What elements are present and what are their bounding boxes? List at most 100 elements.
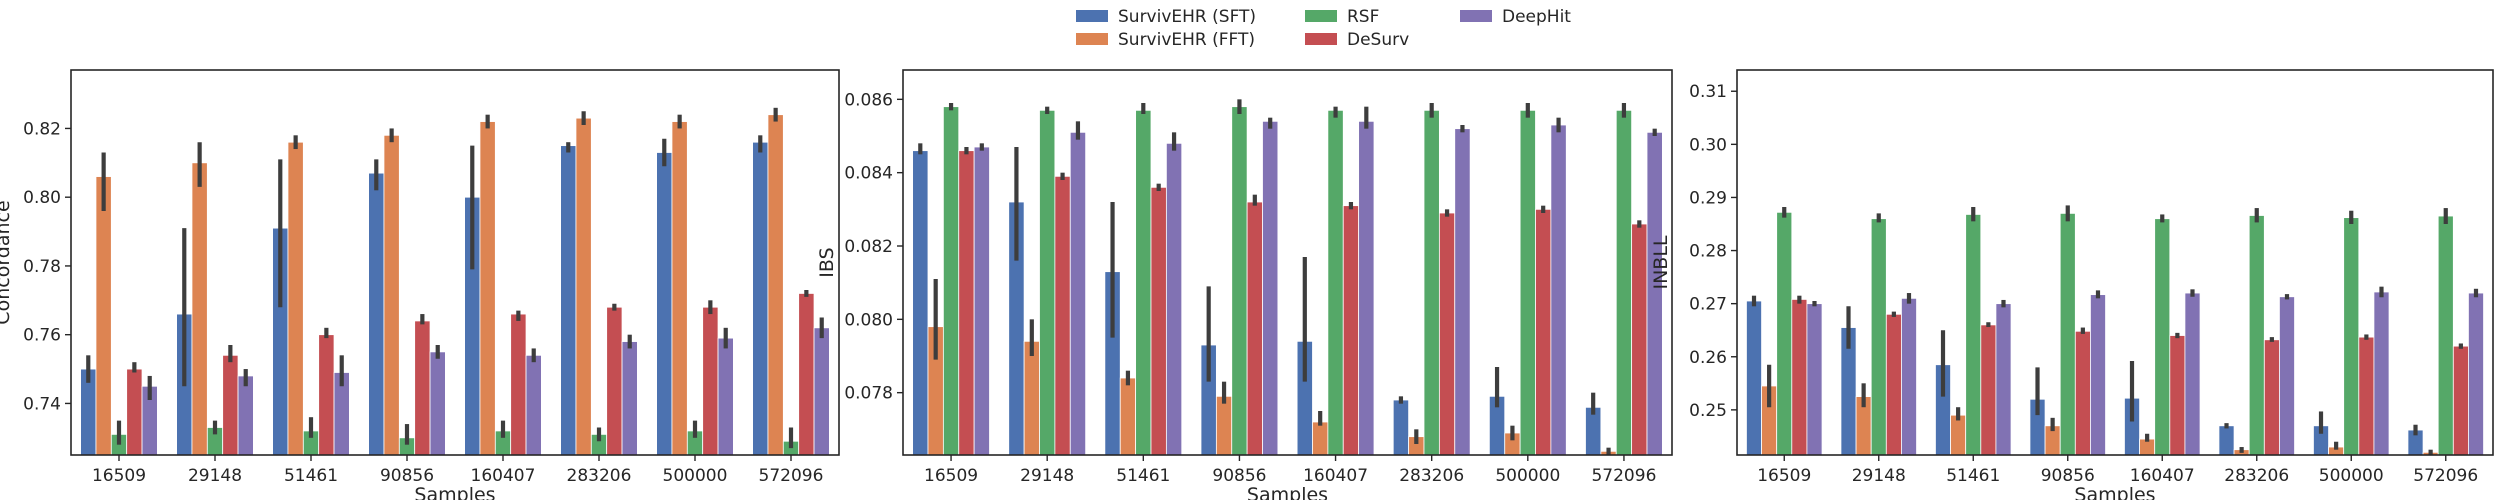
x-tick-label: 572096	[1591, 466, 1656, 486]
x-tick-label: 160407	[1303, 466, 1368, 486]
y-tick-label: 0.078	[844, 384, 893, 404]
x-axis: 16509 29148 51461 90856 160407 283206 500000 57…	[924, 455, 1656, 486]
bar	[222, 354, 239, 456]
bar	[2154, 218, 2171, 456]
bar	[1150, 186, 1167, 456]
x-tick-label: 500000	[2319, 466, 2384, 486]
bar	[1069, 131, 1087, 456]
bar	[1870, 218, 1887, 456]
series-survivehr-sft	[1746, 295, 2424, 456]
series-deephit	[973, 106, 1663, 456]
bar	[1358, 120, 1375, 456]
legend-swatch	[1305, 33, 1337, 45]
x-axis: 16509 29148 51461 90856 160407 283206 500000 57…	[92, 455, 823, 486]
bar	[671, 121, 688, 456]
x-tick-label: 29148	[1020, 466, 1074, 486]
bar	[1965, 214, 1982, 456]
bar	[606, 306, 623, 456]
bar	[1438, 212, 1456, 456]
bar	[1039, 109, 1056, 456]
y-axis-label: IBS	[816, 247, 838, 277]
x-tick-label: 90856	[2041, 466, 2095, 486]
x-tick-label: 160407	[2130, 466, 2195, 486]
bar	[656, 152, 673, 456]
bar	[1312, 421, 1329, 456]
bar	[1615, 109, 1633, 456]
bar	[973, 146, 990, 456]
bar	[1646, 131, 1663, 456]
bar	[813, 327, 830, 456]
bar	[1535, 208, 1552, 456]
y-tick-label: 0.27	[1689, 295, 1727, 315]
bar	[2468, 292, 2484, 456]
series-rsf	[110, 417, 800, 456]
x-axis-label: Samples	[1247, 484, 1328, 500]
inbll-chart: 0.25 0.26 0.27 0.28 0.29 0.30 0.31 16509 29148 51…	[1650, 69, 2494, 504]
legend-label: SurvivEHR (FFT)	[1118, 30, 1255, 50]
bar	[2279, 296, 2295, 456]
bar	[1806, 303, 1823, 456]
legend-entry: DeepHit	[1460, 7, 1571, 27]
bar	[1423, 109, 1440, 456]
y-axis: 0.74 0.76 0.78 0.80 0.82	[23, 119, 71, 414]
bar	[2074, 330, 2091, 456]
concordance-chart: 0.74 0.76 0.78 0.80 0.82 16509 29148 51461 90856…	[0, 69, 840, 504]
x-axis-label: Samples	[414, 484, 495, 500]
bar	[1231, 106, 1248, 456]
axes-frame	[902, 69, 1673, 456]
bar	[2263, 339, 2280, 456]
bar	[1791, 299, 1808, 456]
bar	[1392, 399, 1410, 456]
x-axis-label: Samples	[2074, 484, 2155, 500]
bar	[1980, 324, 1997, 456]
bar	[1776, 211, 1793, 456]
bar	[1901, 297, 1917, 456]
series-desurv	[1791, 295, 2469, 456]
legend-swatch	[1076, 10, 1108, 22]
legend-entry: DeSurv	[1305, 30, 1409, 50]
bar	[479, 121, 496, 456]
bar	[1119, 377, 1137, 456]
legend-entry: SurvivEHR (SFT)	[1076, 7, 1256, 27]
bar	[1165, 142, 1183, 456]
x-axis: 16509 29148 51461 90856 160407 283206 500000 57…	[1757, 455, 2478, 486]
legend-swatch	[1076, 33, 1108, 45]
x-tick-label: 29148	[1852, 466, 1906, 486]
bar	[414, 320, 431, 456]
x-tick-label: 16509	[92, 466, 146, 486]
bar	[191, 162, 208, 456]
y-tick-label: 0.084	[844, 164, 893, 184]
bar	[368, 172, 385, 456]
x-tick-label: 160407	[471, 466, 536, 486]
bar	[1342, 205, 1360, 456]
axes-frame	[1736, 69, 2494, 456]
bar	[2452, 345, 2469, 456]
legend-swatch	[1305, 10, 1337, 22]
series-rsf	[942, 99, 1633, 456]
bar	[798, 293, 815, 456]
bar	[767, 114, 784, 456]
bar	[2090, 294, 2106, 456]
bar	[287, 141, 304, 456]
y-tick-label: 0.76	[23, 326, 61, 346]
x-tick-label: 90856	[380, 466, 434, 486]
bar	[525, 354, 542, 456]
bar	[2169, 335, 2186, 456]
y-axis-label: Concordance	[0, 200, 14, 324]
bar	[1246, 201, 1263, 456]
bar	[1327, 109, 1344, 456]
bar	[1995, 303, 2012, 456]
x-tick-label: 500000	[663, 466, 728, 486]
bar	[1550, 124, 1567, 456]
x-tick-label: 500000	[1495, 466, 1560, 486]
bar	[942, 106, 960, 456]
bar	[237, 375, 254, 456]
y-tick-label: 0.082	[844, 237, 893, 257]
series-survivehr-sft	[912, 143, 1602, 456]
legend-label: RSF	[1347, 7, 1379, 27]
y-tick-label: 0.28	[1689, 242, 1727, 262]
y-tick-label: 0.29	[1689, 188, 1727, 208]
bar	[2059, 212, 2076, 456]
y-tick-label: 0.78	[23, 257, 61, 277]
